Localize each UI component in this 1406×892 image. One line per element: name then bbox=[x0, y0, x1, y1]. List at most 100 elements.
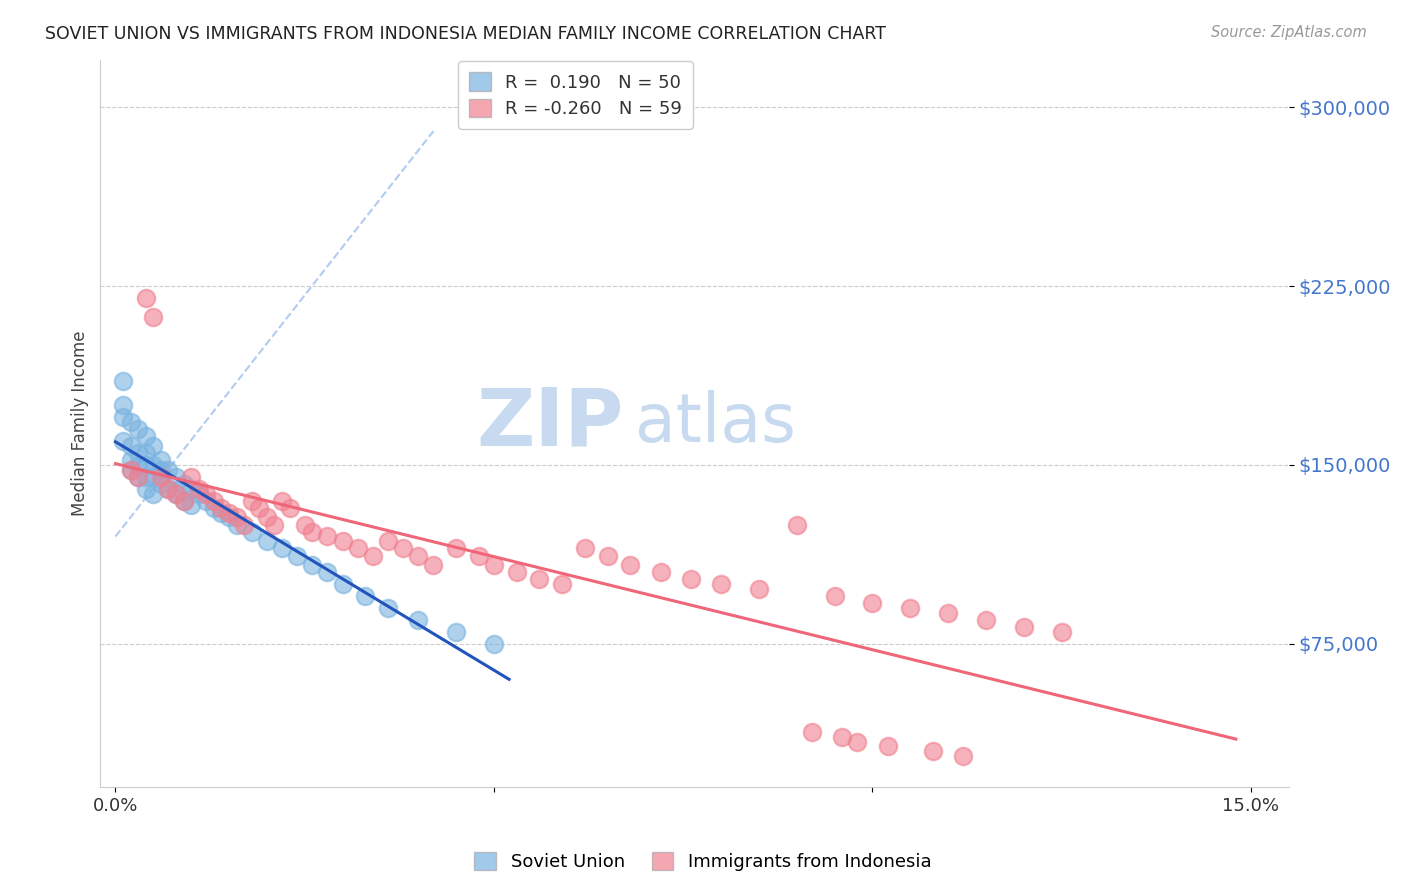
Text: atlas: atlas bbox=[636, 390, 796, 456]
Point bbox=[551, 577, 574, 591]
Point bbox=[240, 493, 263, 508]
Point bbox=[218, 506, 240, 520]
Point bbox=[922, 744, 945, 758]
Point bbox=[247, 500, 270, 515]
Point bbox=[157, 482, 180, 496]
Point bbox=[120, 453, 142, 467]
Point bbox=[120, 463, 142, 477]
Legend: Soviet Union, Immigrants from Indonesia: Soviet Union, Immigrants from Indonesia bbox=[467, 845, 939, 879]
Point bbox=[748, 582, 770, 596]
Point bbox=[112, 434, 135, 449]
Point bbox=[1012, 620, 1035, 634]
Point bbox=[173, 493, 195, 508]
Point bbox=[233, 517, 256, 532]
Point bbox=[800, 725, 823, 739]
Point bbox=[135, 446, 157, 460]
Point bbox=[952, 748, 974, 763]
Point bbox=[180, 482, 202, 496]
Point bbox=[120, 439, 142, 453]
Point bbox=[876, 739, 898, 754]
Point bbox=[574, 541, 596, 556]
Point bbox=[392, 541, 415, 556]
Point bbox=[271, 493, 294, 508]
Point bbox=[482, 558, 505, 573]
Point bbox=[135, 482, 157, 496]
Point bbox=[127, 422, 149, 436]
Point bbox=[422, 558, 444, 573]
Text: SOVIET UNION VS IMMIGRANTS FROM INDONESIA MEDIAN FAMILY INCOME CORRELATION CHART: SOVIET UNION VS IMMIGRANTS FROM INDONESI… bbox=[45, 25, 886, 43]
Y-axis label: Median Family Income: Median Family Income bbox=[72, 330, 89, 516]
Point bbox=[332, 577, 354, 591]
Point bbox=[187, 486, 209, 500]
Point bbox=[505, 566, 527, 580]
Point bbox=[202, 493, 225, 508]
Point bbox=[173, 493, 195, 508]
Point bbox=[165, 486, 187, 500]
Point bbox=[127, 458, 149, 472]
Point bbox=[529, 573, 551, 587]
Point bbox=[218, 510, 240, 524]
Point bbox=[596, 549, 619, 563]
Point bbox=[831, 730, 853, 744]
Point bbox=[165, 486, 187, 500]
Point bbox=[225, 510, 247, 524]
Point bbox=[127, 470, 149, 484]
Point bbox=[898, 601, 921, 615]
Point bbox=[211, 500, 233, 515]
Point bbox=[211, 506, 233, 520]
Point bbox=[240, 524, 263, 539]
Point bbox=[256, 510, 278, 524]
Point bbox=[112, 398, 135, 412]
Point bbox=[142, 458, 165, 472]
Point bbox=[180, 470, 202, 484]
Point bbox=[301, 558, 323, 573]
Point bbox=[710, 577, 733, 591]
Point bbox=[862, 596, 884, 610]
Point bbox=[974, 613, 997, 627]
Point bbox=[127, 470, 149, 484]
Point bbox=[316, 529, 339, 543]
Point bbox=[135, 458, 157, 472]
Point bbox=[165, 470, 187, 484]
Text: Source: ZipAtlas.com: Source: ZipAtlas.com bbox=[1211, 25, 1367, 40]
Point bbox=[294, 517, 316, 532]
Point bbox=[173, 477, 195, 491]
Point bbox=[142, 439, 165, 453]
Point bbox=[406, 549, 429, 563]
Point bbox=[361, 549, 384, 563]
Point bbox=[135, 470, 157, 484]
Point bbox=[444, 624, 467, 639]
Point bbox=[112, 410, 135, 425]
Point bbox=[187, 482, 209, 496]
Text: ZIP: ZIP bbox=[477, 384, 623, 462]
Point bbox=[271, 541, 294, 556]
Point bbox=[195, 486, 218, 500]
Point bbox=[354, 589, 377, 603]
Point bbox=[149, 453, 172, 467]
Point bbox=[824, 589, 846, 603]
Point bbox=[786, 517, 808, 532]
Point bbox=[120, 463, 142, 477]
Point bbox=[332, 534, 354, 549]
Point bbox=[316, 566, 339, 580]
Point bbox=[225, 517, 247, 532]
Point bbox=[936, 606, 959, 620]
Point bbox=[256, 534, 278, 549]
Point bbox=[301, 524, 323, 539]
Point bbox=[650, 566, 672, 580]
Point bbox=[195, 493, 218, 508]
Legend: R =  0.190   N = 50, R = -0.260   N = 59: R = 0.190 N = 50, R = -0.260 N = 59 bbox=[458, 62, 693, 129]
Point bbox=[346, 541, 368, 556]
Point bbox=[142, 486, 165, 500]
Point bbox=[444, 541, 467, 556]
Point bbox=[202, 500, 225, 515]
Point bbox=[180, 499, 202, 513]
Point bbox=[149, 463, 172, 477]
Point bbox=[157, 482, 180, 496]
Point bbox=[278, 500, 301, 515]
Point bbox=[619, 558, 641, 573]
Point bbox=[120, 415, 142, 429]
Point bbox=[377, 601, 399, 615]
Point bbox=[263, 517, 285, 532]
Point bbox=[149, 477, 172, 491]
